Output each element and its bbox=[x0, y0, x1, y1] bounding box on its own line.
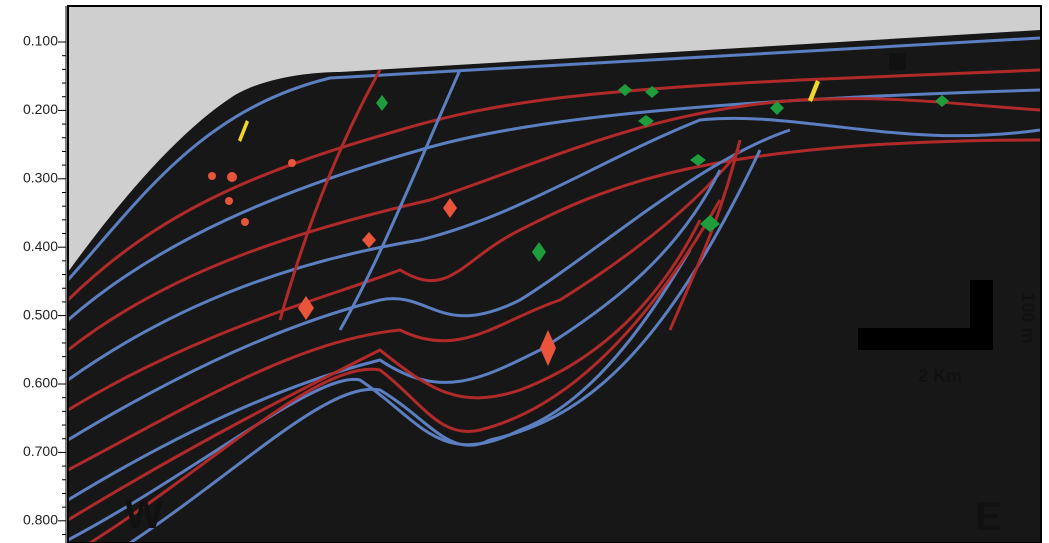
y-tick-label: 0.500 bbox=[23, 306, 58, 322]
scale-bar bbox=[858, 280, 993, 350]
west-label: W bbox=[125, 493, 163, 537]
y-tick-label: 0.100 bbox=[23, 33, 58, 49]
frame bbox=[67, 5, 1042, 543]
horizons bbox=[68, 36, 1041, 543]
markers bbox=[208, 53, 949, 366]
scale-horizontal: 2 Km bbox=[918, 366, 962, 386]
east-label: E bbox=[975, 495, 1002, 539]
y-tick-label: 0.700 bbox=[23, 443, 58, 459]
seismic-texture bbox=[68, 30, 1040, 543]
y-tick-label: 0.200 bbox=[23, 101, 58, 117]
y-tick-label: 0.400 bbox=[23, 238, 58, 254]
y-axis-ticks: 0.100 0.200 0.300 0.400 0.500 0.600 0.700 0.800 bbox=[23, 33, 66, 535]
y-tick-label: 0.300 bbox=[23, 170, 58, 186]
y-tick-label: 0.800 bbox=[23, 512, 58, 528]
scale-vertical: 100 m bbox=[1018, 292, 1038, 343]
y-tick-label: 0.600 bbox=[23, 375, 58, 391]
